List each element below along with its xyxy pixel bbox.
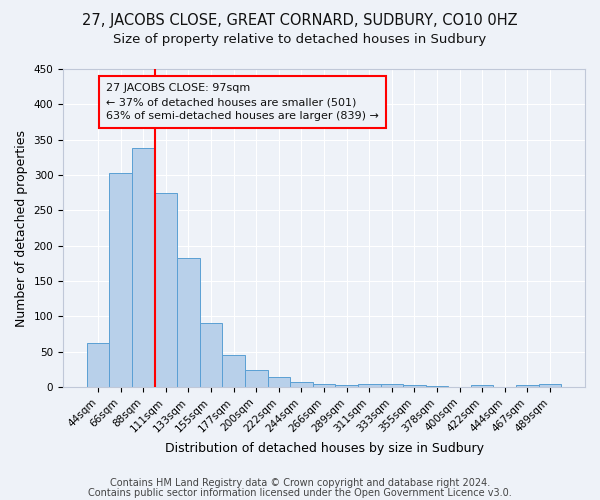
Bar [87, 344, 109, 387]
Bar [132, 148, 155, 387]
Text: 27, JACOBS CLOSE, GREAT CORNARD, SUDBURY, CO10 0HZ: 27, JACOBS CLOSE, GREAT CORNARD, SUDBURY… [82, 12, 518, 28]
Bar [516, 385, 539, 387]
Bar [358, 384, 380, 387]
Bar [109, 173, 132, 387]
Bar [380, 384, 403, 387]
Text: Size of property relative to detached houses in Sudbury: Size of property relative to detached ho… [113, 32, 487, 46]
Bar [290, 382, 313, 387]
Y-axis label: Number of detached properties: Number of detached properties [15, 130, 28, 326]
Text: 27 JACOBS CLOSE: 97sqm
← 37% of detached houses are smaller (501)
63% of semi-de: 27 JACOBS CLOSE: 97sqm ← 37% of detached… [106, 83, 379, 121]
Bar [313, 384, 335, 387]
Bar [245, 370, 268, 387]
X-axis label: Distribution of detached houses by size in Sudbury: Distribution of detached houses by size … [164, 442, 484, 455]
Bar [335, 385, 358, 387]
Text: Contains HM Land Registry data © Crown copyright and database right 2024.: Contains HM Land Registry data © Crown c… [110, 478, 490, 488]
Bar [403, 385, 425, 387]
Bar [200, 324, 223, 387]
Bar [223, 356, 245, 387]
Bar [425, 386, 448, 387]
Text: Contains public sector information licensed under the Open Government Licence v3: Contains public sector information licen… [88, 488, 512, 498]
Bar [268, 377, 290, 387]
Bar [539, 384, 561, 387]
Bar [471, 385, 493, 387]
Bar [155, 192, 177, 387]
Bar [177, 258, 200, 387]
